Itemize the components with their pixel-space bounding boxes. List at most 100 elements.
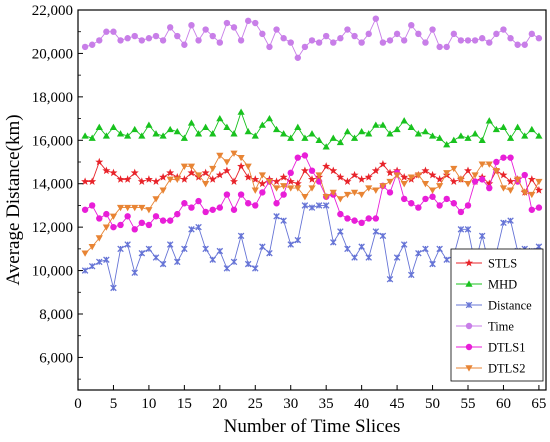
- data-point-dtls1: [436, 202, 443, 209]
- data-point-time: [223, 19, 231, 27]
- data-point-dtls2: [88, 243, 96, 251]
- data-point-mhd: [265, 114, 274, 122]
- data-point-stls: [123, 175, 132, 183]
- data-point-time: [259, 30, 266, 38]
- data-point-dtls1: [145, 221, 153, 229]
- data-point-distance: [202, 245, 209, 253]
- data-point-time: [393, 30, 401, 38]
- data-point-dtls1: [81, 206, 89, 213]
- data-point-dtls1: [117, 221, 124, 229]
- data-point-dtls2: [436, 183, 444, 190]
- data-point-time: [500, 26, 507, 33]
- data-point-dtls2: [308, 185, 316, 192]
- data-point-dtls1: [124, 213, 131, 220]
- data-point-stls: [159, 173, 168, 181]
- data-point-mhd: [81, 132, 89, 139]
- data-point-stls: [357, 175, 366, 183]
- data-point-dtls1: [478, 176, 486, 183]
- series-line-mhd: [84, 110, 540, 148]
- data-point-mhd: [443, 141, 451, 148]
- data-point-dtls1: [521, 171, 528, 179]
- data-point-mhd: [450, 136, 458, 143]
- data-point-stls: [102, 166, 111, 175]
- data-point-mhd: [287, 134, 295, 141]
- x-tick-label: 40: [354, 396, 369, 412]
- data-point-distance: [110, 284, 117, 292]
- y-tick-label: 22,000: [32, 3, 73, 19]
- data-point-dtls2: [180, 163, 188, 170]
- data-point-stls: [435, 175, 444, 183]
- data-point-stls: [506, 177, 515, 185]
- data-point-dtls2: [81, 250, 89, 257]
- data-point-dtls2: [202, 181, 210, 188]
- data-point-distance: [174, 258, 181, 266]
- data-point-mhd: [407, 123, 415, 130]
- data-point-dtls1: [372, 215, 380, 222]
- x-tick-label: 5: [110, 396, 118, 412]
- data-point-dtls2: [358, 191, 366, 199]
- data-point-mhd: [131, 125, 139, 133]
- data-point-time: [138, 37, 146, 44]
- data-point-dtls2: [251, 187, 259, 194]
- data-point-distance: [386, 275, 394, 283]
- data-point-dtls2: [315, 172, 323, 179]
- data-point-distance: [124, 241, 131, 248]
- data-point-distance: [500, 219, 507, 227]
- data-point-mhd: [514, 123, 522, 130]
- data-point-mhd: [244, 128, 252, 135]
- data-point-time: [152, 32, 160, 40]
- data-point-dtls1: [202, 208, 209, 216]
- legend-item-mhd: MHD: [456, 278, 517, 292]
- data-point-distance: [337, 228, 344, 235]
- data-point-distance: [216, 247, 224, 255]
- data-point-dtls1: [450, 200, 458, 207]
- data-point-dtls2: [287, 185, 295, 192]
- data-point-dtls1: [471, 178, 479, 185]
- data-point-stls: [208, 175, 217, 183]
- data-point-dtls2: [116, 204, 125, 212]
- data-point-mhd: [223, 123, 231, 130]
- data-point-mhd: [230, 130, 238, 137]
- data-point-time: [478, 35, 486, 42]
- data-point-distance: [478, 232, 486, 240]
- data-point-dtls2: [272, 185, 281, 192]
- data-point-dtls2: [173, 176, 181, 183]
- data-point-time: [351, 32, 358, 40]
- data-point-stls: [180, 175, 189, 183]
- data-point-mhd: [216, 114, 224, 122]
- data-point-dtls2: [95, 235, 103, 242]
- data-point-mhd: [308, 130, 316, 137]
- data-point-time: [330, 39, 337, 46]
- data-point-distance: [209, 256, 216, 263]
- data-point-stls: [109, 168, 118, 177]
- data-point-time: [195, 37, 202, 44]
- data-point-distance: [159, 260, 167, 268]
- data-point-dtls2: [514, 176, 522, 183]
- legend-label-mhd: MHD: [488, 278, 517, 292]
- data-point-stls: [215, 170, 224, 179]
- data-point-stls: [272, 177, 281, 185]
- data-point-dtls1: [230, 206, 238, 213]
- data-point-dtls2: [166, 176, 174, 183]
- data-point-dtls2: [145, 207, 153, 214]
- data-point-distance: [266, 249, 273, 257]
- x-tick-label: 55: [461, 396, 476, 412]
- data-point-stls: [449, 177, 458, 185]
- data-point-time: [386, 37, 394, 44]
- data-point-distance: [188, 226, 195, 233]
- data-point-time: [344, 26, 351, 33]
- data-point-dtls1: [337, 210, 344, 218]
- data-point-dtls2: [237, 154, 245, 162]
- data-point-dtls2: [365, 185, 373, 192]
- data-point-dtls2: [329, 189, 337, 196]
- legend-item-distance: Distance: [456, 299, 532, 313]
- data-point-stls: [400, 173, 409, 181]
- series-line-dtls1: [84, 154, 540, 231]
- x-tick-label: 60: [496, 396, 511, 412]
- data-point-mhd: [180, 134, 188, 141]
- data-point-dtls2: [499, 185, 508, 192]
- data-point-dtls2: [350, 189, 359, 196]
- data-point-stls: [279, 173, 288, 181]
- data-point-mhd: [102, 132, 110, 139]
- data-point-distance: [436, 245, 443, 253]
